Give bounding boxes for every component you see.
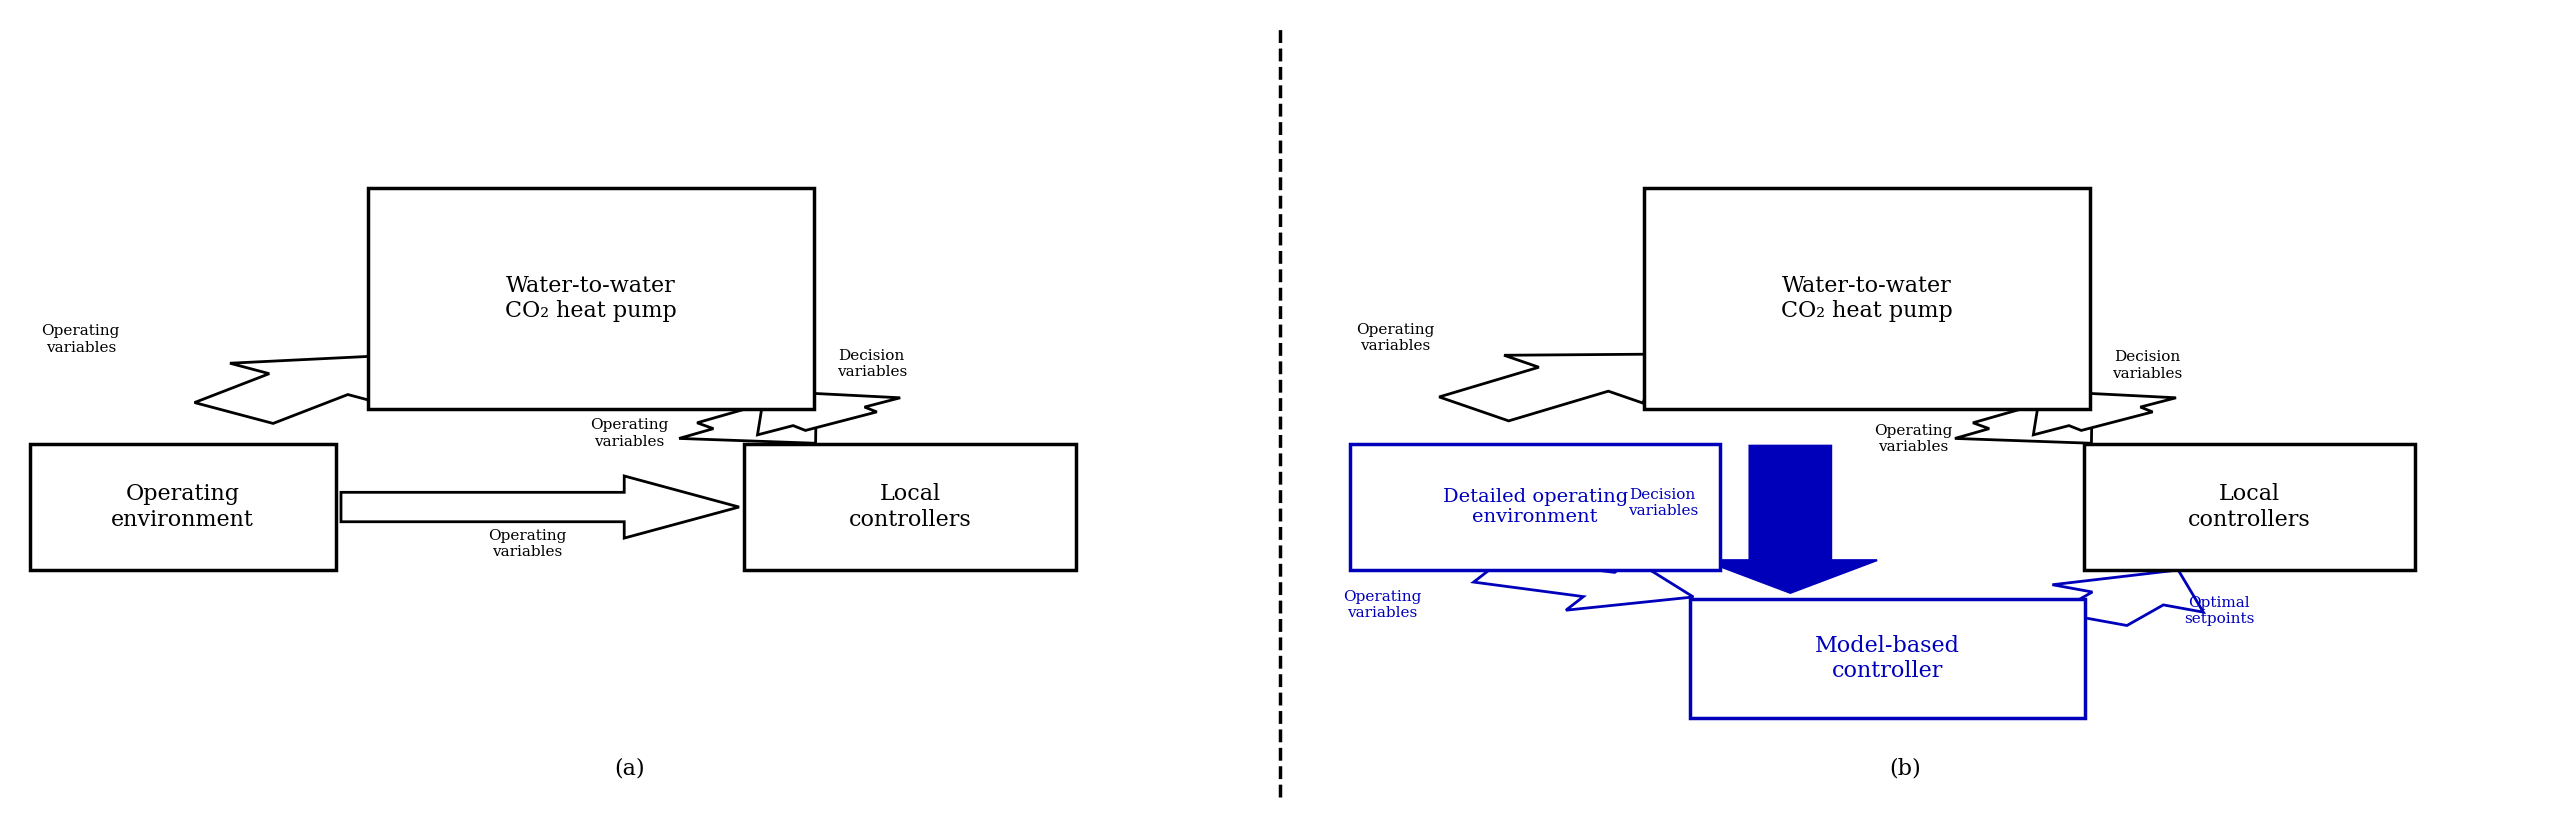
Text: Operating
variables: Operating variables xyxy=(1357,323,1434,353)
Text: Water-to-water
CO₂ heat pump: Water-to-water CO₂ heat pump xyxy=(504,275,676,322)
Polygon shape xyxy=(1439,354,1659,421)
Polygon shape xyxy=(195,356,387,424)
Text: Operating
variables: Operating variables xyxy=(591,418,668,449)
FancyBboxPatch shape xyxy=(745,444,1075,571)
Text: Water-to-water
CO₂ heat pump: Water-to-water CO₂ heat pump xyxy=(1782,275,1953,322)
Text: Detailed operating
environment: Detailed operating environment xyxy=(1441,487,1628,526)
FancyBboxPatch shape xyxy=(2084,444,2417,571)
FancyBboxPatch shape xyxy=(1349,444,1720,571)
Text: Local
controllers: Local controllers xyxy=(847,483,970,531)
Polygon shape xyxy=(678,399,817,444)
Text: Decision
variables: Decision variables xyxy=(1628,488,1697,518)
Text: Optimal
setpoints: Optimal setpoints xyxy=(2184,596,2255,626)
Text: Model-based
controller: Model-based controller xyxy=(1815,634,1961,682)
Text: Operating
variables: Operating variables xyxy=(41,325,120,354)
Text: (a): (a) xyxy=(614,757,645,780)
Text: Operating
variables: Operating variables xyxy=(489,529,566,559)
Polygon shape xyxy=(1475,558,1692,610)
Text: Operating
variables: Operating variables xyxy=(1344,590,1421,620)
Text: Decision
variables: Decision variables xyxy=(2112,350,2184,381)
Polygon shape xyxy=(2033,391,2176,434)
FancyBboxPatch shape xyxy=(31,444,335,571)
Text: Decision
variables: Decision variables xyxy=(837,349,906,379)
Polygon shape xyxy=(1702,446,1876,593)
FancyBboxPatch shape xyxy=(369,188,814,409)
Text: Local
controllers: Local controllers xyxy=(2189,483,2312,531)
FancyBboxPatch shape xyxy=(1690,599,2084,718)
Text: Operating
variables: Operating variables xyxy=(1874,424,1953,454)
Polygon shape xyxy=(758,391,901,434)
Polygon shape xyxy=(2053,570,2204,625)
Text: Operating
environment: Operating environment xyxy=(110,483,253,531)
Polygon shape xyxy=(340,476,740,538)
FancyBboxPatch shape xyxy=(1644,188,2089,409)
Text: (b): (b) xyxy=(1889,757,1920,780)
Polygon shape xyxy=(1956,399,2092,444)
